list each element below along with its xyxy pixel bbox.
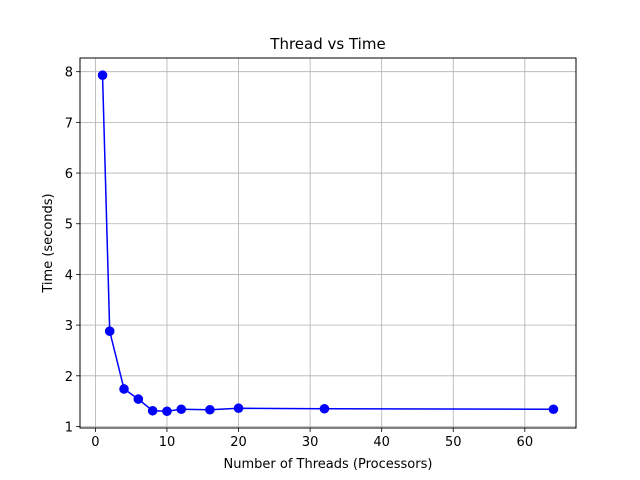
y-tick-label: 7 [65, 116, 73, 131]
x-tick-label: 40 [373, 435, 390, 450]
x-axis-ticks: 0 10 20 30 40 50 60 [91, 428, 533, 450]
data-point [176, 404, 187, 415]
data-point [147, 405, 158, 416]
data-point [548, 404, 559, 415]
data-point [104, 326, 115, 336]
chart-title: Thread vs Time [269, 35, 385, 53]
x-tick-label: 20 [230, 435, 247, 450]
y-tick-label: 3 [65, 319, 73, 334]
y-tick-label: 6 [65, 167, 73, 182]
data-point [233, 403, 244, 414]
x-tick-label: 50 [445, 435, 462, 450]
x-tick-label: 10 [159, 435, 176, 450]
x-tick-label: 0 [91, 435, 99, 450]
y-tick-label: 4 [65, 268, 73, 283]
x-tick-label: 30 [302, 435, 319, 450]
y-tick-label: 2 [65, 370, 73, 385]
x-tick-label: 60 [517, 435, 534, 450]
y-axis-label: Time (seconds) [41, 193, 56, 293]
data-point [97, 70, 108, 81]
y-tick-label: 5 [65, 218, 73, 233]
data-point [162, 406, 172, 417]
grid [80, 58, 576, 428]
y-axis-ticks: 1 2 3 4 5 6 7 8 [65, 66, 80, 435]
x-axis-label: Number of Threads (Processors) [224, 457, 433, 472]
data-point [319, 403, 330, 414]
plot-frame [79, 57, 577, 429]
y-tick-label: 8 [65, 66, 73, 81]
y-tick-label: 1 [65, 420, 73, 435]
plot-series [97, 70, 559, 417]
data-point [205, 404, 215, 415]
data-point [119, 384, 129, 394]
data-point [133, 394, 144, 404]
